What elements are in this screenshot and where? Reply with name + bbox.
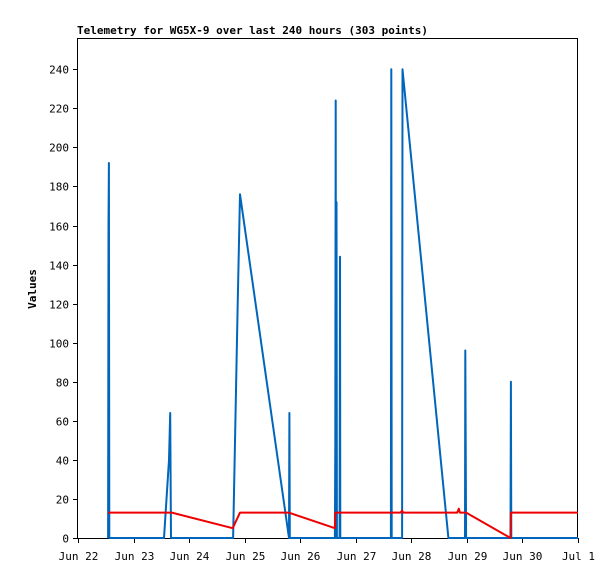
x-ticks: Jun 22 Jun 23 Jun 24 Jun 25 Jun 26 Jun 27 Jun … bbox=[59, 538, 595, 563]
series-layer bbox=[107, 68, 578, 539]
y-tick-label: 80 bbox=[56, 377, 69, 390]
x-tick-label: Jun 29 bbox=[448, 550, 488, 563]
y-tick-label: 220 bbox=[49, 103, 69, 116]
x-tick-label: Jun 27 bbox=[337, 550, 377, 563]
y-tick-label: 20 bbox=[56, 494, 69, 507]
x-tick-label: Jun 23 bbox=[115, 550, 155, 563]
x-tick-label: Jun 28 bbox=[392, 550, 432, 563]
y-axis-label: Values bbox=[26, 269, 39, 309]
y-ticks: 0 20 40 60 80 100 120 140 160 180 200 220 240 bbox=[49, 64, 78, 546]
y-tick-label: 240 bbox=[49, 64, 69, 77]
y-tick-label: 200 bbox=[49, 142, 69, 155]
x-tick-label: Jun 30 bbox=[503, 550, 543, 563]
x-tick-label: Jul 1 bbox=[562, 550, 595, 563]
y-tick-label: 180 bbox=[49, 181, 69, 194]
y-tick-label: 100 bbox=[49, 338, 69, 351]
chart-title: Telemetry for WG5X-9 over last 240 hours… bbox=[77, 24, 428, 37]
series-line-2 bbox=[108, 507, 578, 539]
y-tick-label: 140 bbox=[49, 260, 69, 273]
x-tick-label: Jun 26 bbox=[281, 550, 321, 563]
x-tick-label: Jun 22 bbox=[59, 550, 99, 563]
y-tick-label: 0 bbox=[62, 533, 69, 546]
y-tick-label: 120 bbox=[49, 299, 69, 312]
x-tick-label: Jun 24 bbox=[170, 550, 210, 563]
y-tick-label: 40 bbox=[56, 455, 69, 468]
plot-frame bbox=[77, 38, 578, 539]
y-tick-label: 60 bbox=[56, 416, 69, 429]
y-tick-label: 160 bbox=[49, 221, 69, 234]
x-tick-label: Jun 25 bbox=[226, 550, 266, 563]
series-line-1 bbox=[107, 68, 578, 539]
